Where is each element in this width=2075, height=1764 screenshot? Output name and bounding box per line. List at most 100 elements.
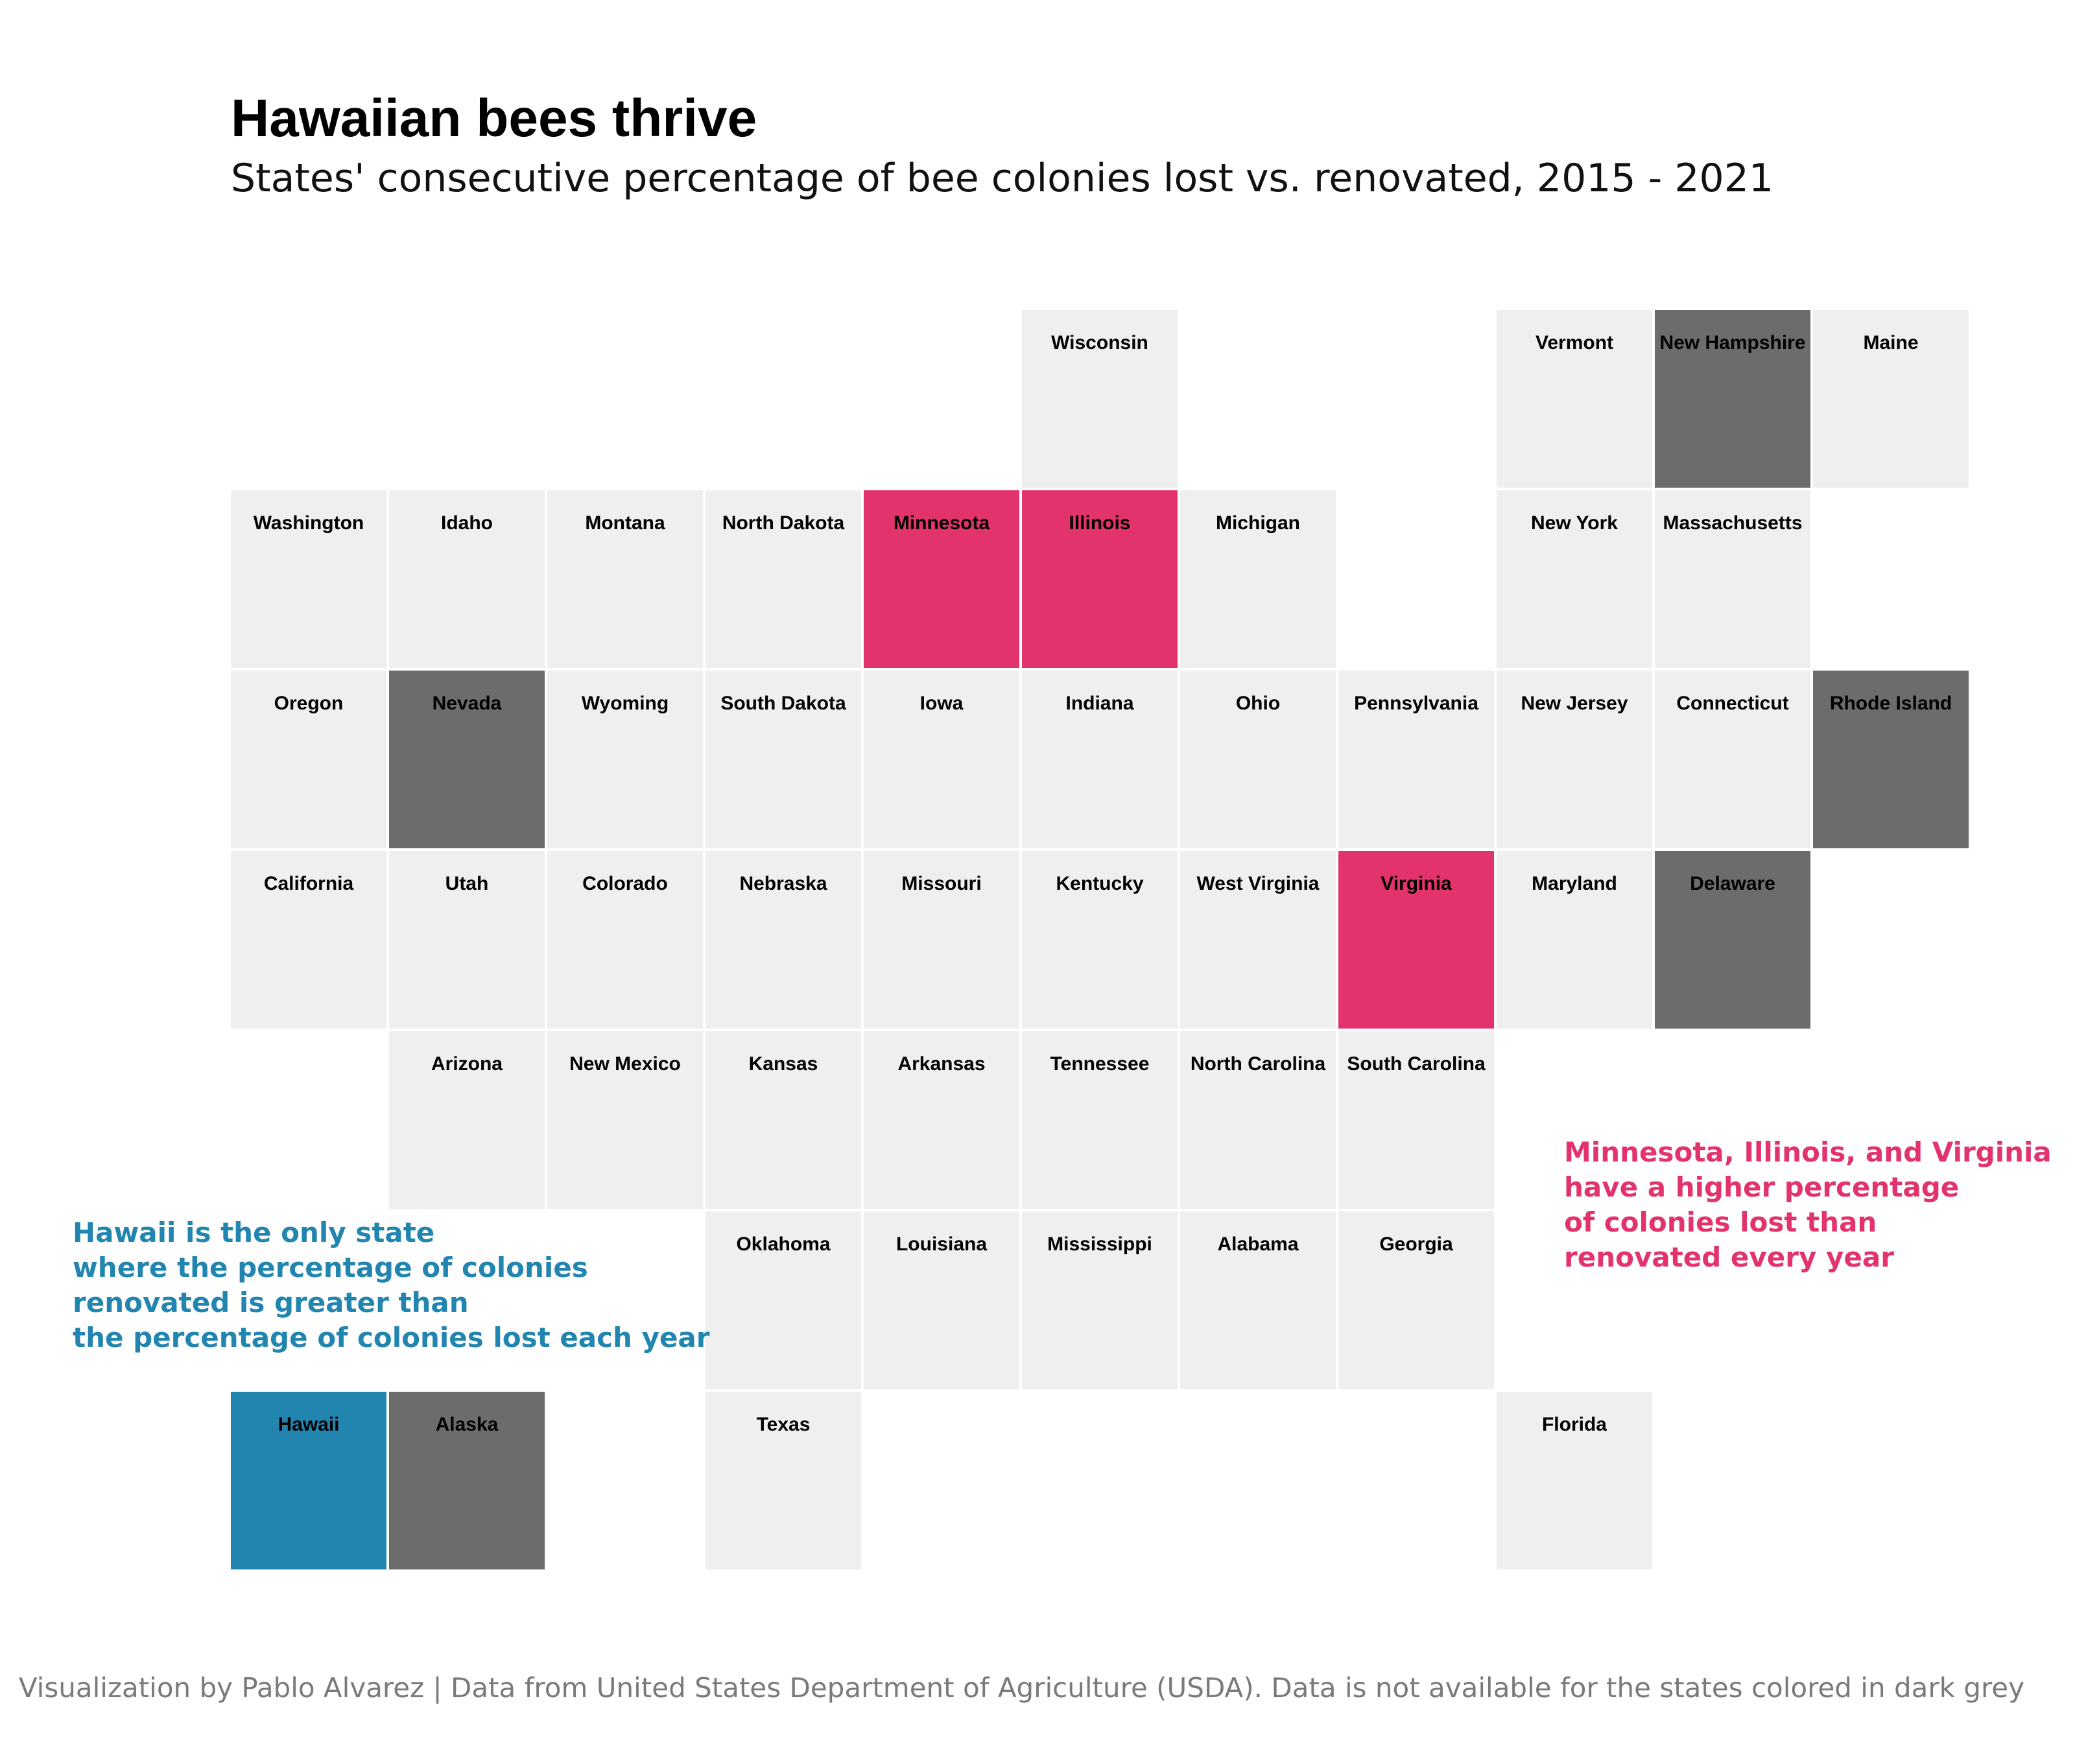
lost-more-annotation-line: Minnesota, Illinois, and Virginia <box>1564 1136 2052 1168</box>
state-tile-connecticut: Connecticut <box>1655 671 1810 848</box>
state-label: New Hampshire <box>1659 332 1806 353</box>
state-label: Massachusetts <box>1663 512 1803 534</box>
state-label: Ohio <box>1235 693 1281 714</box>
state-label: Maine <box>1863 332 1919 353</box>
source-caption: Visualization by Pablo Alvarez | Data fr… <box>18 1672 2024 1704</box>
state-tile-pennsylvania: Pennsylvania <box>1338 671 1494 848</box>
state-label: Utah <box>445 873 489 894</box>
hawaii-annotation-line: the percentage of colonies lost each yea… <box>73 1322 710 1353</box>
state-tile-tennessee: Tennessee <box>1022 1031 1178 1209</box>
state-tile-wisconsin: Wisconsin <box>1022 310 1178 488</box>
state-label: Rhode Island <box>1829 693 1952 714</box>
state-tile-rhode-island: Rhode Island <box>1813 671 1969 848</box>
state-tile-arkansas: Arkansas <box>864 1031 1019 1209</box>
state-label: Connecticut <box>1676 693 1789 714</box>
state-tile-georgia: Georgia <box>1338 1211 1494 1389</box>
state-label: West Virginia <box>1196 873 1320 894</box>
state-tile-alabama: Alabama <box>1180 1211 1336 1389</box>
state-label: New Mexico <box>569 1053 681 1075</box>
state-tile-maryland: Maryland <box>1497 851 1652 1029</box>
state-label: Colorado <box>582 873 668 894</box>
state-label: Louisiana <box>895 1234 988 1255</box>
state-tile-ohio: Ohio <box>1180 671 1336 848</box>
state-label: Michigan <box>1215 512 1300 534</box>
chart-subtitle: States' consecutive percentage of bee co… <box>231 156 1774 201</box>
state-tile-michigan: Michigan <box>1180 490 1336 668</box>
state-tile-arizona: Arizona <box>389 1031 545 1209</box>
state-tile-wyoming: Wyoming <box>547 671 703 848</box>
state-tile-north-carolina: North Carolina <box>1180 1031 1336 1209</box>
state-label: Illinois <box>1069 512 1131 534</box>
state-tile-virginia: Virginia <box>1338 851 1494 1029</box>
state-label: Wisconsin <box>1051 332 1148 353</box>
state-tile-montana: Montana <box>547 490 703 668</box>
state-label: Delaware <box>1690 873 1775 894</box>
state-tile-minnesota: Minnesota <box>864 490 1019 668</box>
state-tile-missouri: Missouri <box>864 851 1019 1029</box>
state-tile-alaska: Alaska <box>389 1392 545 1569</box>
state-label: Nebraska <box>739 873 827 894</box>
state-tile-mississippi: Mississippi <box>1022 1211 1178 1389</box>
state-label: Vermont <box>1535 332 1614 353</box>
state-label: Alaska <box>435 1414 499 1435</box>
state-label: Maryland <box>1532 873 1617 894</box>
state-tile-indiana: Indiana <box>1022 671 1178 848</box>
state-label: Minnesota <box>893 512 990 534</box>
state-label: North Dakota <box>722 512 845 534</box>
state-tile-nebraska: Nebraska <box>706 851 861 1029</box>
state-tile-washington: Washington <box>231 490 386 668</box>
state-label: Washington <box>253 512 364 534</box>
state-tile-oregon: Oregon <box>231 671 386 848</box>
state-tile-vermont: Vermont <box>1497 310 1652 488</box>
state-label: Idaho <box>441 512 493 534</box>
state-tile-california: California <box>231 851 386 1029</box>
state-tile-florida: Florida <box>1497 1392 1652 1569</box>
state-label: Arizona <box>431 1053 503 1075</box>
state-label: Georgia <box>1379 1234 1453 1255</box>
hawaii-annotation-line: where the percentage of colonies <box>73 1252 588 1283</box>
state-tile-new-york: New York <box>1497 490 1652 668</box>
state-label: California <box>263 873 354 894</box>
state-label: Oklahoma <box>736 1234 831 1255</box>
state-label: Indiana <box>1065 693 1134 714</box>
state-tile-colorado: Colorado <box>547 851 703 1029</box>
state-label: Wyoming <box>581 693 669 714</box>
lost-more-annotation-line: have a higher percentage <box>1564 1171 1960 1203</box>
state-tile-kentucky: Kentucky <box>1022 851 1178 1029</box>
state-tile-utah: Utah <box>389 851 545 1029</box>
state-label: Virginia <box>1381 873 1452 894</box>
state-tile-south-carolina: South Carolina <box>1338 1031 1494 1209</box>
state-tile-new-jersey: New Jersey <box>1497 671 1652 848</box>
state-tile-iowa: Iowa <box>864 671 1019 848</box>
state-tile-idaho: Idaho <box>389 490 545 668</box>
state-label: Hawaii <box>278 1414 340 1435</box>
state-label: North Carolina <box>1190 1053 1326 1075</box>
state-label: Florida <box>1541 1414 1607 1435</box>
state-tile-south-dakota: South Dakota <box>706 671 861 848</box>
chart-title: Hawaiian bees thrive <box>231 89 757 148</box>
state-label: Arkansas <box>897 1053 986 1075</box>
state-tile-massachusetts: Massachusetts <box>1655 490 1810 668</box>
state-label: Texas <box>756 1414 811 1435</box>
state-tile-north-dakota: North Dakota <box>706 490 861 668</box>
state-label: South Carolina <box>1347 1053 1486 1075</box>
hawaii-annotation-line: renovated is greater than <box>73 1287 469 1318</box>
hawaii-annotation-line: Hawaii is the only state <box>73 1217 435 1248</box>
state-tile-delaware: Delaware <box>1655 851 1810 1029</box>
lost-more-annotation: Minnesota, Illinois, and Virginia have a… <box>1564 1135 2052 1275</box>
state-label: Kansas <box>748 1053 818 1075</box>
state-tile-hawaii: Hawaii <box>231 1392 386 1569</box>
state-label: Kentucky <box>1056 873 1144 894</box>
state-label: Mississippi <box>1047 1234 1152 1255</box>
state-label: Iowa <box>919 693 964 714</box>
state-tile-nevada: Nevada <box>389 671 545 848</box>
state-label: New Jersey <box>1521 693 1628 714</box>
state-label: Montana <box>585 512 665 534</box>
state-tile-west-virginia: West Virginia <box>1180 851 1336 1029</box>
lost-more-annotation-line: renovated every year <box>1564 1241 1894 1273</box>
state-label: Tennessee <box>1050 1053 1150 1075</box>
state-label: New York <box>1531 512 1618 534</box>
state-tile-kansas: Kansas <box>706 1031 861 1209</box>
state-label: South Dakota <box>720 693 846 714</box>
lost-more-annotation-line: of colonies lost than <box>1564 1206 1877 1238</box>
